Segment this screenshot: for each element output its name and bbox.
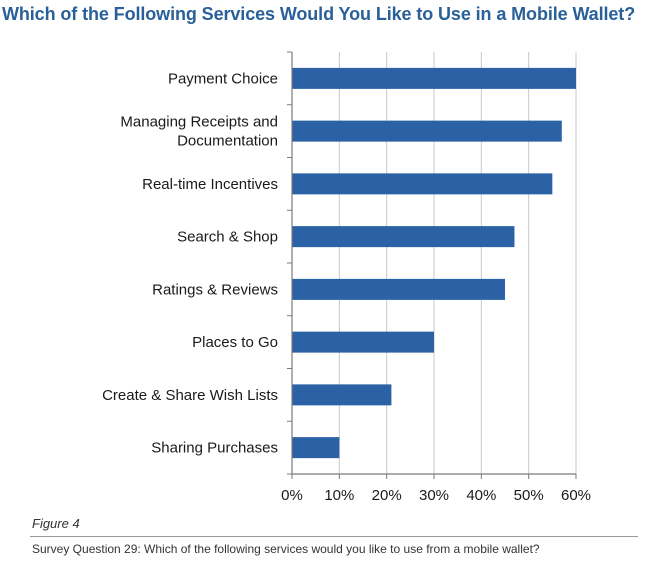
figure-caption: Survey Question 29: Which of the followi… [32, 542, 540, 556]
x-tick-label: 40% [466, 487, 496, 504]
bar [292, 67, 576, 89]
x-tick-label: 30% [419, 487, 449, 504]
category-labels: Payment Choice Managing Receipts and Docum… [102, 70, 278, 456]
x-tick-label: 60% [561, 487, 591, 504]
figure-label: Figure 4 [32, 516, 80, 531]
category-label: Ratings & Reviews [152, 281, 278, 298]
x-tick-label: 0% [281, 487, 303, 504]
bar [292, 278, 505, 300]
bar [292, 384, 392, 406]
x-tick-label: 10% [324, 487, 354, 504]
category-label: Places to Go [192, 334, 278, 351]
x-tick-label: 50% [514, 487, 544, 504]
grid-lines [338, 52, 577, 474]
category-label: Sharing Purchases [151, 440, 278, 457]
divider [30, 536, 638, 537]
bar [292, 331, 434, 353]
category-label: Payment Choice [168, 70, 278, 87]
bars [292, 67, 576, 459]
bar [292, 226, 515, 248]
bar-chart: Payment Choice Managing Receipts and Docum… [102, 51, 591, 504]
bar [292, 120, 562, 142]
category-label: Create & Share Wish Lists [102, 387, 278, 404]
x-tick-labels: 0% 10% 20% 30% 40% 50% 60% [281, 487, 591, 504]
bar [292, 437, 340, 459]
category-label: Real-time Incentives [142, 176, 278, 193]
chart-title: Which of the Following Services Would Yo… [2, 4, 636, 24]
bar [292, 173, 553, 195]
x-tick-label: 20% [372, 487, 402, 504]
category-label: Search & Shop [177, 229, 278, 246]
axes [287, 51, 577, 479]
category-label: Managing Receipts and Documentation [120, 114, 278, 150]
